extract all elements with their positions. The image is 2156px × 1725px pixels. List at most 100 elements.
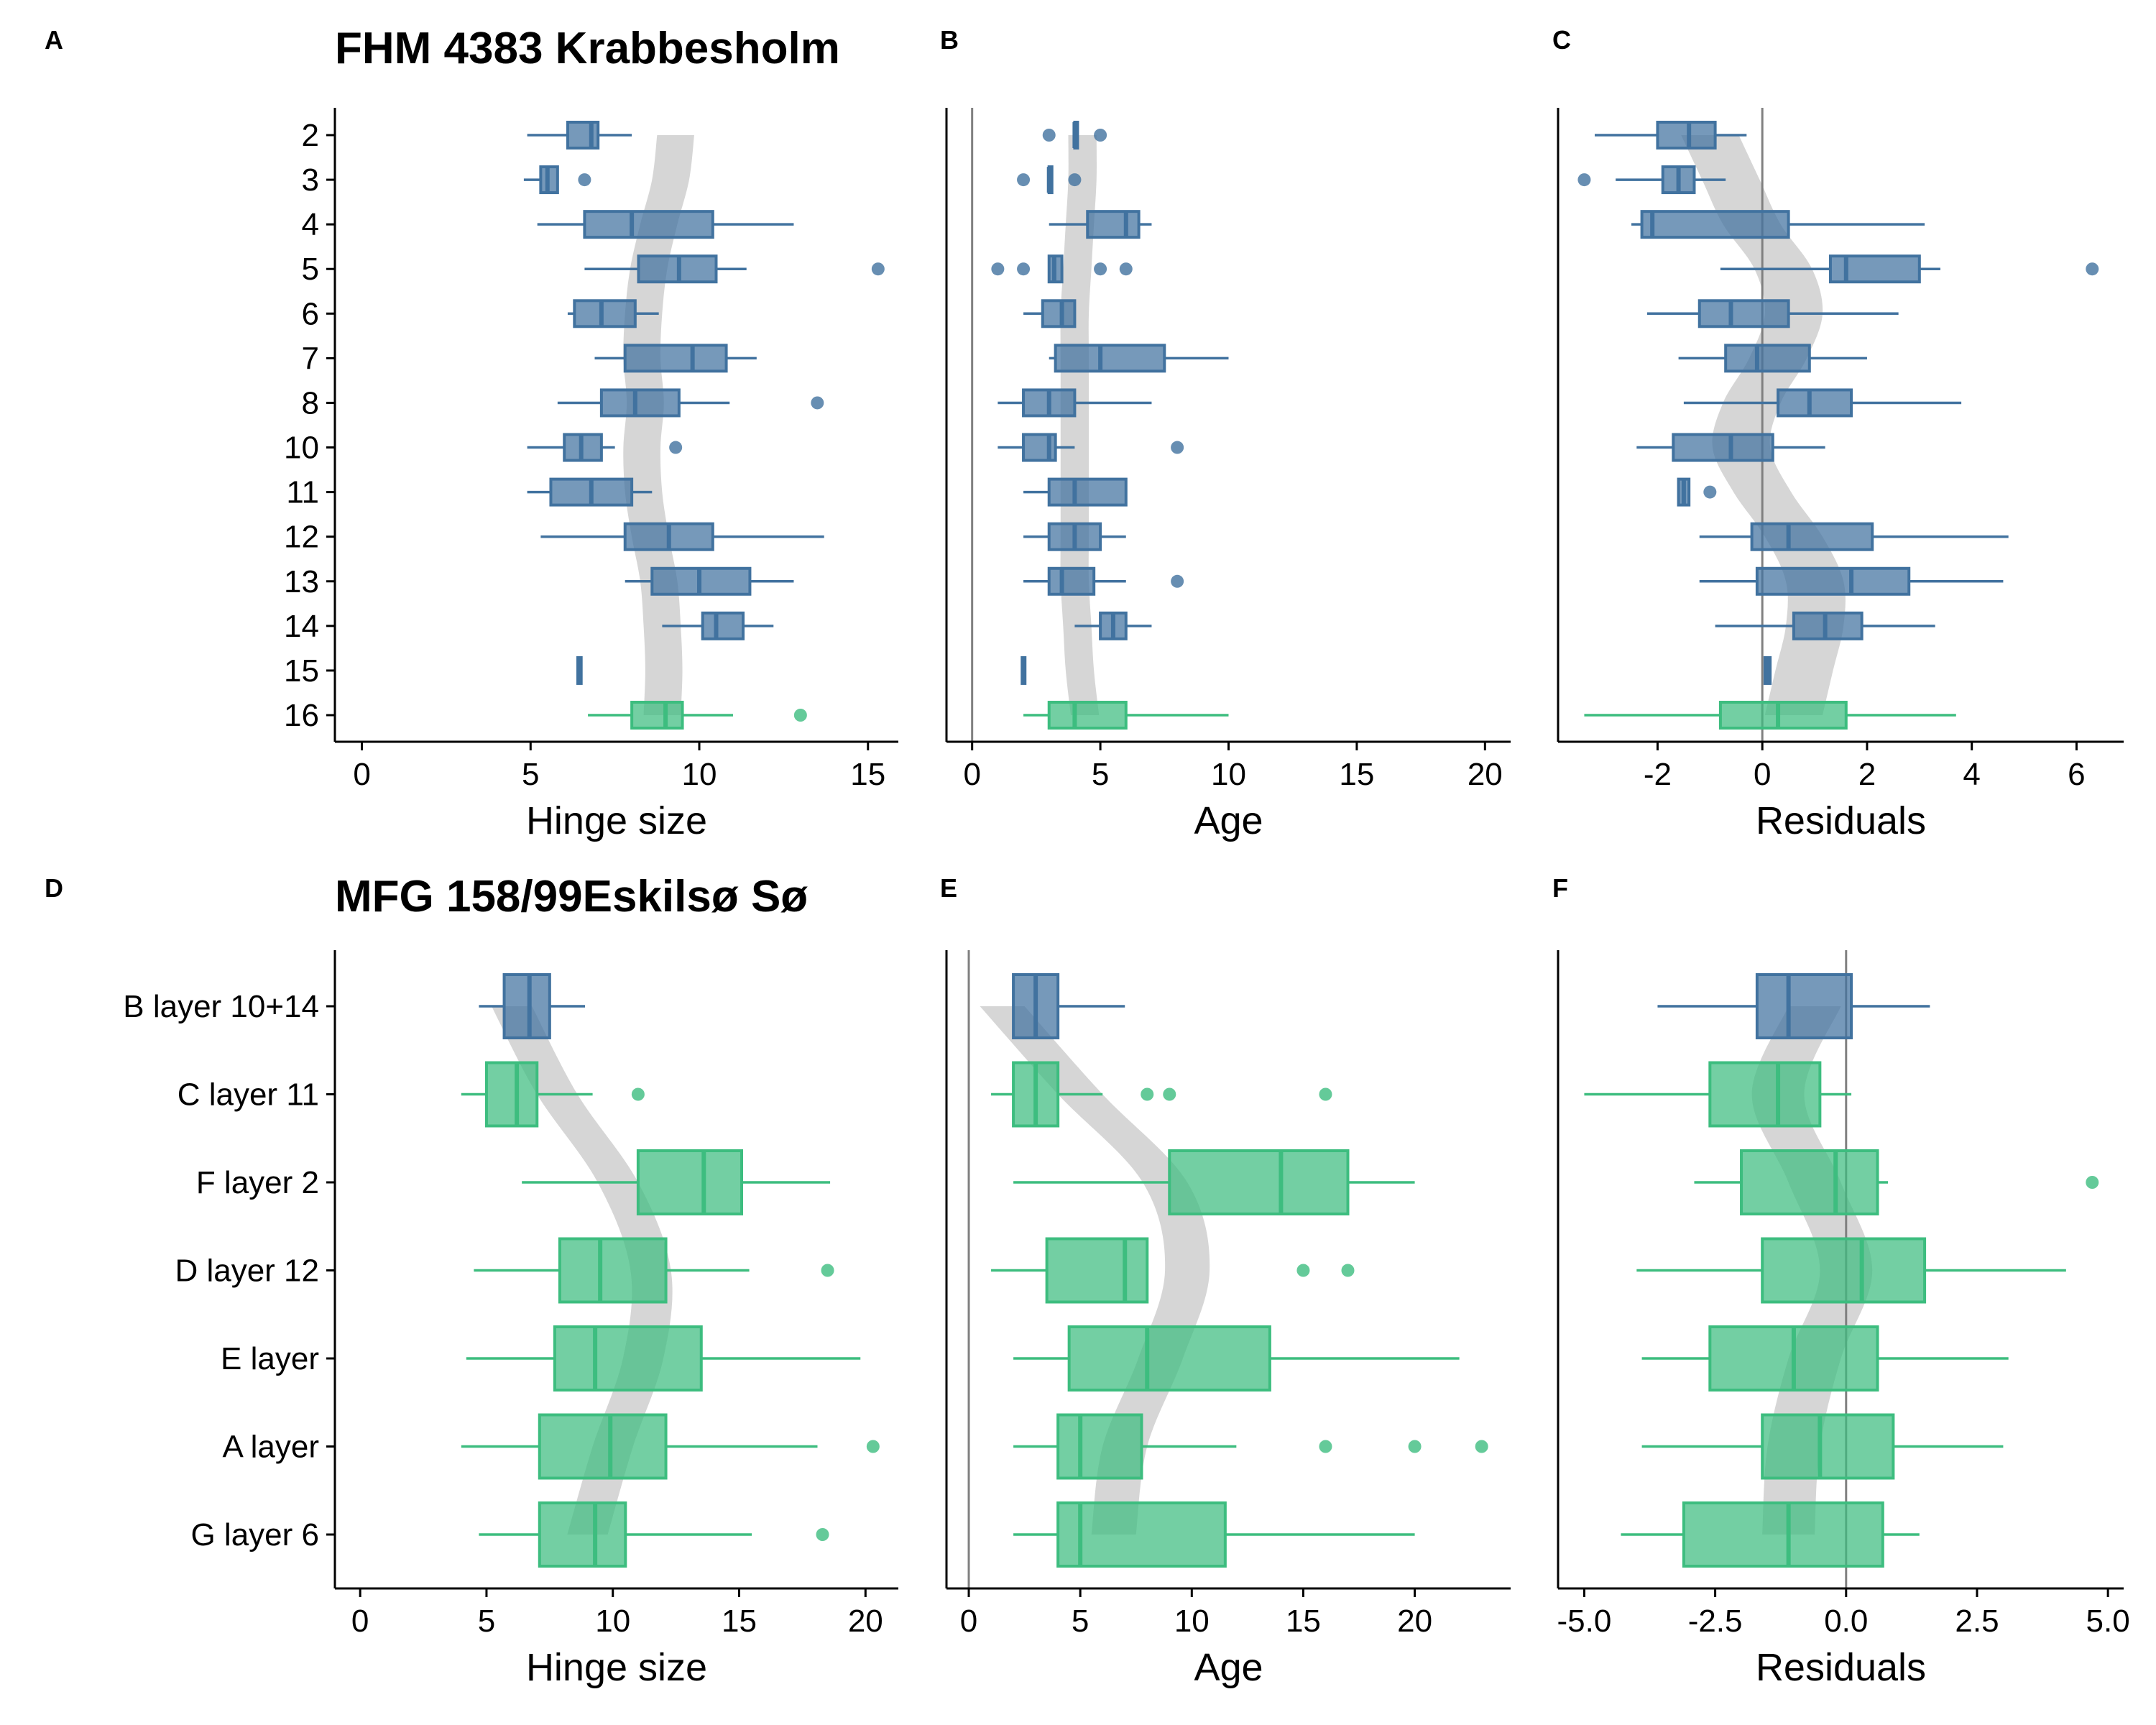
- x-tick-label: 20: [1468, 757, 1503, 792]
- smooth-ribbon: [1751, 1006, 1873, 1535]
- box-c-layer-11: [991, 1061, 1332, 1128]
- box-7: [594, 344, 757, 373]
- panel-d: D MFG 158/99Eskilsø Sø B layer 10+14 C laye…: [45, 872, 898, 1689]
- box-10: [998, 433, 1184, 462]
- box-b-layer-10-14: [1012, 973, 1125, 1039]
- y-tick-label: 16: [284, 698, 319, 733]
- box-2: [527, 121, 632, 150]
- x-tick-label: 2: [1858, 757, 1876, 792]
- box-7: [1049, 344, 1229, 373]
- outlier-point: [1341, 1264, 1355, 1277]
- iqr-box: [1755, 566, 1911, 596]
- iqr-box: [1067, 1325, 1271, 1392]
- smooth-ribbon: [491, 1006, 673, 1535]
- box-15: [1021, 656, 1027, 685]
- box-10: [1636, 433, 1825, 462]
- iqr-box: [1828, 254, 1921, 284]
- outlier-point: [2086, 262, 2099, 276]
- panel-letter: E: [940, 873, 957, 903]
- iqr-box: [1045, 1237, 1149, 1304]
- iqr-box: [484, 1061, 539, 1128]
- panel-f: F -5.0 -2.5 0.0 2.5 5.0 Residuals: [1552, 873, 2130, 1689]
- iqr-box: [553, 1325, 703, 1392]
- y-tick-label: 10: [284, 431, 319, 466]
- iqr-box: [1041, 299, 1077, 328]
- outlier-point: [2086, 1176, 2099, 1189]
- panel-title: FHM 4383 Krabbesholm: [335, 24, 840, 73]
- box-b-layer-10-14: [1657, 973, 1930, 1039]
- x-tick-label: 2.5: [1955, 1604, 1999, 1639]
- y-tick-label: 3: [302, 162, 319, 198]
- box-12: [1023, 522, 1126, 551]
- x-tick-label: 10: [1211, 757, 1246, 792]
- box-3: [523, 165, 591, 195]
- outlier-point: [1408, 1440, 1422, 1453]
- x-tick-label: 10: [1174, 1604, 1210, 1639]
- box-5: [991, 254, 1133, 284]
- x-tick-label: -5.0: [1557, 1604, 1612, 1639]
- iqr-box: [538, 1501, 627, 1568]
- x-tick-label: 0: [353, 757, 370, 792]
- iqr-box: [1750, 522, 1874, 551]
- box-2: [1595, 121, 1747, 150]
- iqr-box: [1047, 477, 1128, 507]
- box-a-layer: [461, 1413, 880, 1480]
- box-3: [1577, 165, 1726, 195]
- iqr-box: [1777, 388, 1853, 418]
- box-d-layer-12: [474, 1237, 834, 1304]
- outlier-point: [871, 262, 885, 276]
- y-tick-label: 7: [302, 341, 319, 376]
- iqr-box: [1761, 1237, 1927, 1304]
- y-tick-label: B layer 10+14: [123, 989, 319, 1024]
- x-tick-label: 4: [1963, 757, 1980, 792]
- x-tick-label: -2.5: [1688, 1604, 1743, 1639]
- box-8: [557, 388, 824, 418]
- outlier-point: [1094, 262, 1107, 276]
- outlier-point: [1017, 262, 1031, 276]
- iqr-box: [1718, 701, 1848, 730]
- box-e-layer: [1641, 1325, 2009, 1392]
- box-f-layer-2: [1013, 1149, 1415, 1215]
- box-15: [576, 656, 583, 685]
- iqr-box: [558, 1237, 668, 1304]
- x-tick-label: 0.0: [1824, 1604, 1868, 1639]
- outlier-point: [1119, 262, 1133, 276]
- y-tick-label: F layer 2: [196, 1165, 319, 1200]
- x-tick-label: 0: [1754, 757, 1771, 792]
- box-6: [1646, 299, 1899, 328]
- outlier-point: [578, 173, 591, 187]
- x-tick-label: 6: [2068, 757, 2085, 792]
- box-g-layer-6: [1621, 1501, 1920, 1568]
- iqr-box: [566, 121, 600, 150]
- iqr-box: [701, 611, 745, 640]
- box-2: [1042, 121, 1107, 150]
- box-16: [1584, 701, 1956, 730]
- iqr-box: [1056, 1501, 1227, 1568]
- iqr-box: [573, 299, 637, 328]
- y-tick-label: E layer: [221, 1341, 319, 1376]
- x-axis-title: Hinge size: [526, 1646, 707, 1689]
- box-4: [537, 210, 794, 239]
- y-tick-label: 2: [302, 118, 319, 153]
- iqr-box: [502, 973, 551, 1039]
- box-12: [540, 522, 824, 551]
- outlier-point: [1068, 173, 1082, 187]
- y-tick-label: 5: [302, 252, 319, 287]
- y-tick-label: 12: [284, 520, 319, 555]
- y-tick-label: G layer 6: [190, 1517, 319, 1552]
- box-f-layer-2: [1694, 1149, 2099, 1215]
- smooth-ribbon: [980, 1006, 1210, 1535]
- x-tick-label: 0: [960, 1604, 977, 1639]
- box-10: [527, 433, 683, 462]
- box-6: [567, 299, 659, 328]
- box-4: [1049, 210, 1152, 239]
- x-tick-label: 20: [1397, 1604, 1432, 1639]
- box-13: [625, 566, 794, 596]
- panel-letter: C: [1552, 25, 1571, 55]
- x-tick-label: 0: [351, 1604, 369, 1639]
- y-tick-label: A layer: [222, 1430, 319, 1465]
- box-c-layer-11: [1584, 1061, 1852, 1128]
- panel-c: C -2 0 2 4 6 Residuals: [1552, 25, 2124, 842]
- outlier-point: [1703, 485, 1717, 499]
- box-6: [1023, 299, 1077, 328]
